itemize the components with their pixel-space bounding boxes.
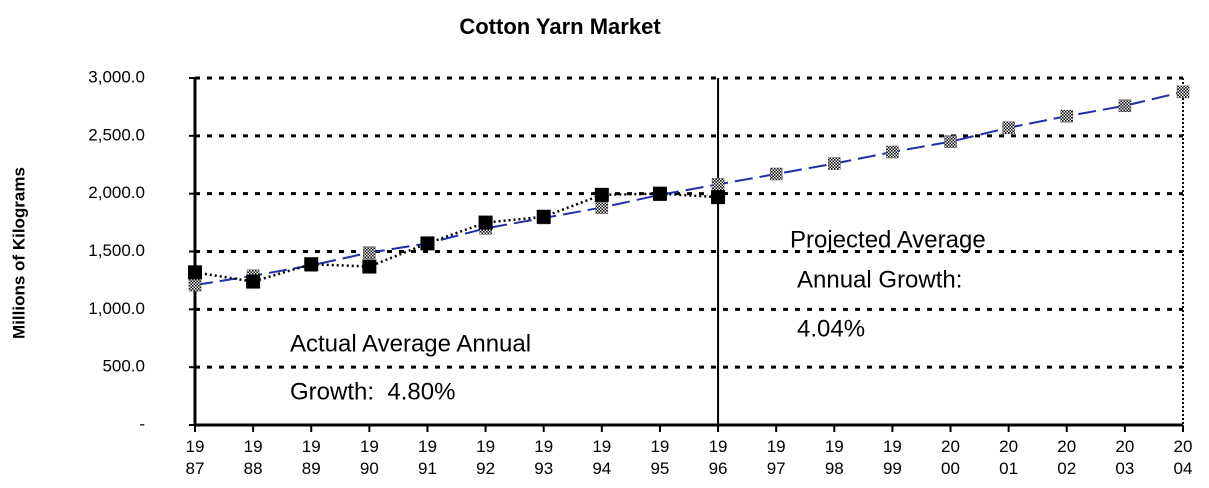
y-tick-label: 500.0 (102, 357, 145, 376)
annotation: Actual Average Annual (290, 330, 531, 357)
x-tick-label: 2002 (1057, 437, 1077, 478)
y-tick-label: 2,000.0 (88, 183, 145, 202)
x-tick-label: 1987 (185, 437, 205, 478)
x-tick-label: 1993 (534, 437, 554, 478)
marker (595, 201, 609, 214)
y-tick-label: 3,000.0 (88, 67, 145, 86)
series-line (194, 90, 1184, 287)
marker (769, 167, 783, 181)
annotation: Growth: 4.80% (290, 378, 455, 405)
x-tick-label: 2001 (999, 437, 1019, 478)
marker (363, 246, 376, 259)
marker (362, 259, 377, 274)
marker (1060, 109, 1074, 123)
marker (828, 157, 841, 170)
x-tick-label: 1990 (359, 437, 379, 478)
y-axis-title: Millions of Kilograms (9, 167, 28, 339)
x-tick-label: 1988 (243, 437, 263, 478)
x-tick-label: 1994 (592, 437, 612, 478)
marker (188, 278, 202, 292)
marker (246, 274, 261, 289)
marker (711, 178, 725, 191)
marker (1002, 121, 1015, 134)
marker (1176, 85, 1190, 99)
marker (711, 190, 726, 205)
marker (188, 265, 202, 280)
marker (652, 186, 667, 201)
y-tick-label: 1,500.0 (88, 241, 145, 260)
marker (536, 209, 551, 224)
annotation: Annual Growth: (797, 266, 962, 293)
marker (886, 145, 899, 159)
y-tick-label: 1,000.0 (88, 299, 145, 318)
marker (944, 135, 957, 148)
x-tick-label: 1996 (708, 437, 728, 478)
series-line (194, 192, 719, 283)
y-tick-label: 2,500.0 (88, 125, 145, 144)
x-tick-label: 1999 (882, 437, 902, 478)
marker (304, 257, 319, 272)
x-tick-label: 1991 (418, 437, 437, 478)
x-tick-label: 1989 (301, 437, 321, 478)
marker (594, 187, 609, 202)
marker (478, 215, 493, 230)
x-tick-label: 2003 (1115, 437, 1135, 478)
x-tick-label: 1995 (650, 437, 670, 478)
x-tick-label: 1992 (476, 437, 496, 478)
x-tick-label: 2004 (1173, 437, 1193, 478)
y-tick-label: - (139, 414, 145, 433)
marker (1118, 99, 1132, 113)
x-tick-label: 1998 (824, 437, 844, 478)
annotation: 4.04% (797, 315, 865, 342)
x-tick-label: 1997 (766, 437, 786, 478)
chart-title: Cotton Yarn Market (459, 14, 661, 39)
marker (420, 236, 435, 251)
x-tick-label: 2000 (941, 437, 960, 478)
annotation: Projected Average (790, 226, 986, 253)
